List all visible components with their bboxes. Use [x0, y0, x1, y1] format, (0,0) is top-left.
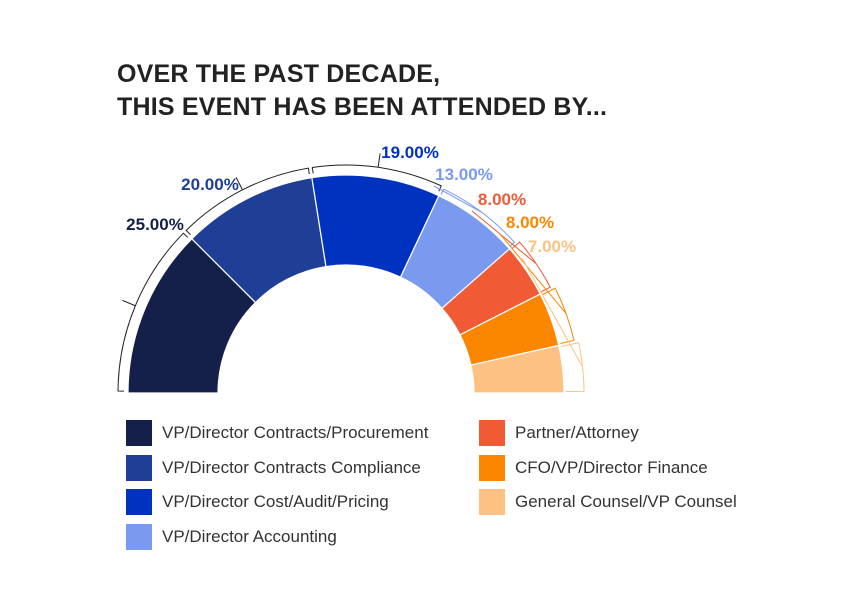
legend-item-partner-attorney: Partner/Attorney [479, 420, 639, 446]
data-label-general-counsel-vp-counsel: 7.00% [528, 237, 576, 256]
data-label-cfo-vp-director-finance: 8.00% [506, 213, 554, 232]
legend-swatch [126, 489, 152, 515]
leader-general-counsel-vp-counsel [521, 257, 585, 392]
leader-cfo-vp-director-finance [499, 233, 575, 344]
slice-general-counsel-vp-counsel [470, 344, 565, 394]
legend-label: CFO/VP/Director Finance [515, 458, 708, 477]
legend-item-vp-director-accounting: VP/Director Accounting [126, 524, 337, 550]
legend-swatch [126, 420, 152, 446]
legend-item-vp-director-contracts-procurement: VP/Director Contracts/Procurement [126, 420, 428, 446]
legend-item-general-counsel-vp-counsel: General Counsel/VP Counsel [479, 489, 737, 515]
legend-label: VP/Director Contracts/Procurement [162, 423, 429, 442]
data-label-partner-attorney: 8.00% [478, 190, 526, 209]
data-label-vp-director-accounting: 13.00% [435, 165, 493, 184]
legend-swatch [479, 455, 505, 481]
legend-label: VP/Director Accounting [162, 527, 337, 546]
data-label-vp-director-contracts-compliance: 20.00% [181, 175, 239, 194]
legend-item-vp-director-cost-audit-pricing: VP/Director Cost/Audit/Pricing [126, 489, 389, 515]
legend-label: VP/Director Contracts Compliance [162, 458, 421, 477]
legend-label: VP/Director Cost/Audit/Pricing [162, 492, 389, 511]
data-label-vp-director-contracts-procurement: 25.00% [126, 215, 184, 234]
legend-label: General Counsel/VP Counsel [515, 492, 737, 511]
leader-vp-director-accounting [433, 185, 516, 247]
legend-item-cfo-vp-director-finance: CFO/VP/Director Finance [479, 455, 708, 481]
leader-partner-attorney [471, 210, 551, 293]
chart-title-line-2: THIS EVENT HAS BEEN ATTENDED BY... [117, 93, 608, 121]
legend-swatch [479, 420, 505, 446]
leader-vp-director-contracts-procurement [117, 232, 189, 392]
legend-label: Partner/Attorney [515, 423, 639, 442]
leader-vp-director-cost-audit-pricing [311, 153, 442, 192]
chart-title-line-1: OVER THE PAST DECADE, [117, 60, 441, 88]
legend-swatch [126, 524, 152, 550]
data-label-vp-director-cost-audit-pricing: 19.00% [381, 143, 439, 162]
legend-item-vp-director-contracts-compliance: VP/Director Contracts Compliance [126, 455, 421, 481]
chart-title: OVER THE PAST DECADE, THIS EVENT HAS BEE… [117, 58, 607, 124]
legend-swatch [479, 489, 505, 515]
leader-vp-director-contracts-compliance [185, 167, 310, 236]
legend-swatch [126, 455, 152, 481]
